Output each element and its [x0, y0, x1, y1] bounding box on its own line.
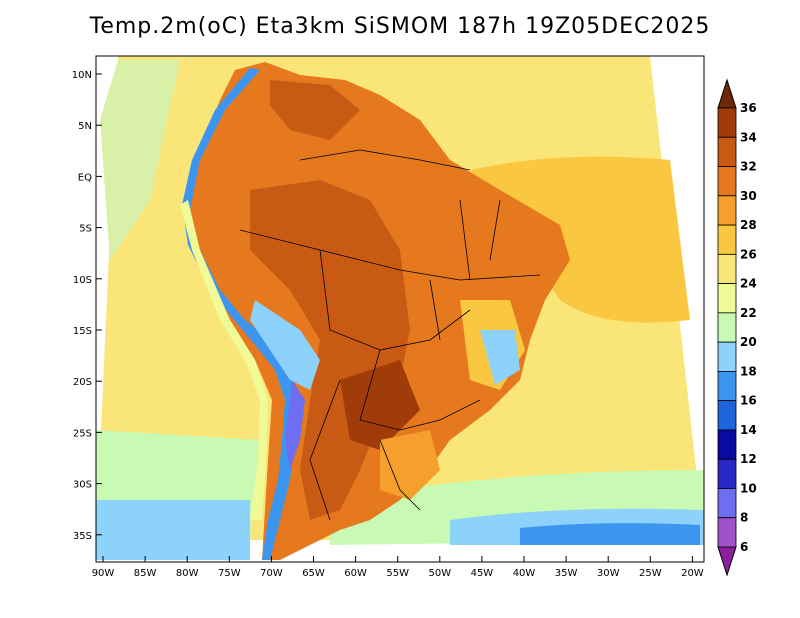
colorbar-tick-label: 34 — [740, 130, 757, 144]
lat-tick-label: 35S — [73, 531, 92, 542]
lon-tick-label: 90W — [92, 568, 115, 579]
lon-tick-label: 70W — [260, 568, 283, 579]
lat-tick-label: 5N — [78, 121, 92, 132]
colorbar-tick-label: 32 — [740, 160, 757, 174]
colorbar-tick-label: 22 — [740, 306, 757, 320]
lat-tick-label: EQ — [78, 172, 92, 183]
lon-tick-label: 75W — [218, 568, 241, 579]
colorbar-tick-label: 36 — [740, 101, 757, 115]
colorbar-segment — [717, 253, 737, 284]
colorbar-min-arrow — [717, 546, 737, 577]
map-frame — [95, 55, 705, 563]
colorbar: 36 34 32 30 28 26 24 22 20 18 16 14 12 10 8 6 — [717, 78, 757, 577]
map-title: Temp.2m(oC) Eta3km SiSMOM 187h 19Z05DEC2… — [89, 14, 711, 39]
temperature-field — [96, 56, 704, 562]
lon-tick-label: 60W — [344, 568, 367, 579]
colorbar-tick-label: 26 — [740, 247, 757, 261]
colorbar-tick-label: 28 — [740, 218, 757, 232]
colorbar-segment — [717, 400, 737, 431]
colorbar-segment — [717, 517, 737, 548]
lon-tick-label: 30W — [597, 568, 620, 579]
colorbar-max-arrow — [717, 78, 737, 109]
colorbar-tick-label: 18 — [740, 364, 757, 378]
colorbar-tick-label: 20 — [740, 335, 757, 349]
lon-tick-label: 65W — [302, 568, 325, 579]
colorbar-tick-label: 6 — [740, 540, 748, 554]
lat-tick-label: 10N — [72, 70, 92, 81]
colorbar-segment — [717, 429, 737, 460]
colorbar-segment — [717, 136, 737, 167]
lat-tick-label: 20S — [73, 377, 92, 388]
colorbar-segment — [717, 458, 737, 489]
lon-tick-label: 85W — [134, 568, 157, 579]
colorbar-segment — [717, 283, 737, 314]
colorbar-tick-label: 12 — [740, 452, 757, 466]
lat-tick-label: 30S — [73, 480, 92, 491]
lat-tick-label: 10S — [73, 275, 92, 286]
lon-tick-label: 45W — [471, 568, 494, 579]
colorbar-tick-label: 24 — [740, 277, 757, 291]
colorbar-segment — [717, 195, 737, 226]
lon-tick-label: 20W — [681, 568, 704, 579]
lon-tick-label: 40W — [513, 568, 536, 579]
colorbar-segment — [717, 166, 737, 197]
latitude-axis: 10N 5N EQ 5S 10S 15S 20S 25S 30S 35S — [72, 70, 102, 542]
colorbar-segment — [717, 312, 737, 343]
colorbar-tick-label: 30 — [740, 189, 757, 203]
colorbar-tick-label: 16 — [740, 394, 757, 408]
colorbar-segment — [717, 341, 737, 372]
lat-tick-label: 5S — [79, 224, 92, 235]
lat-tick-label: 15S — [73, 326, 92, 337]
colorbar-segment — [717, 370, 737, 402]
colorbar-tick-label: 14 — [740, 423, 757, 437]
longitude-axis: 90W 85W 80W 75W 70W 65W 60W 55W 50W 45W 40W 35W 30W 2… — [92, 556, 704, 579]
lon-tick-label: 35W — [555, 568, 578, 579]
lon-tick-label: 25W — [639, 568, 662, 579]
lon-tick-label: 55W — [386, 568, 409, 579]
lon-tick-label: 80W — [176, 568, 199, 579]
colorbar-segment — [717, 224, 737, 255]
lat-tick-label: 25S — [73, 428, 92, 439]
colorbar-tick-label: 8 — [740, 511, 748, 525]
lon-tick-label: 50W — [428, 568, 451, 579]
colorbar-segment — [717, 107, 737, 138]
colorbar-tick-label: 10 — [740, 481, 757, 495]
colorbar-segment — [717, 488, 737, 519]
